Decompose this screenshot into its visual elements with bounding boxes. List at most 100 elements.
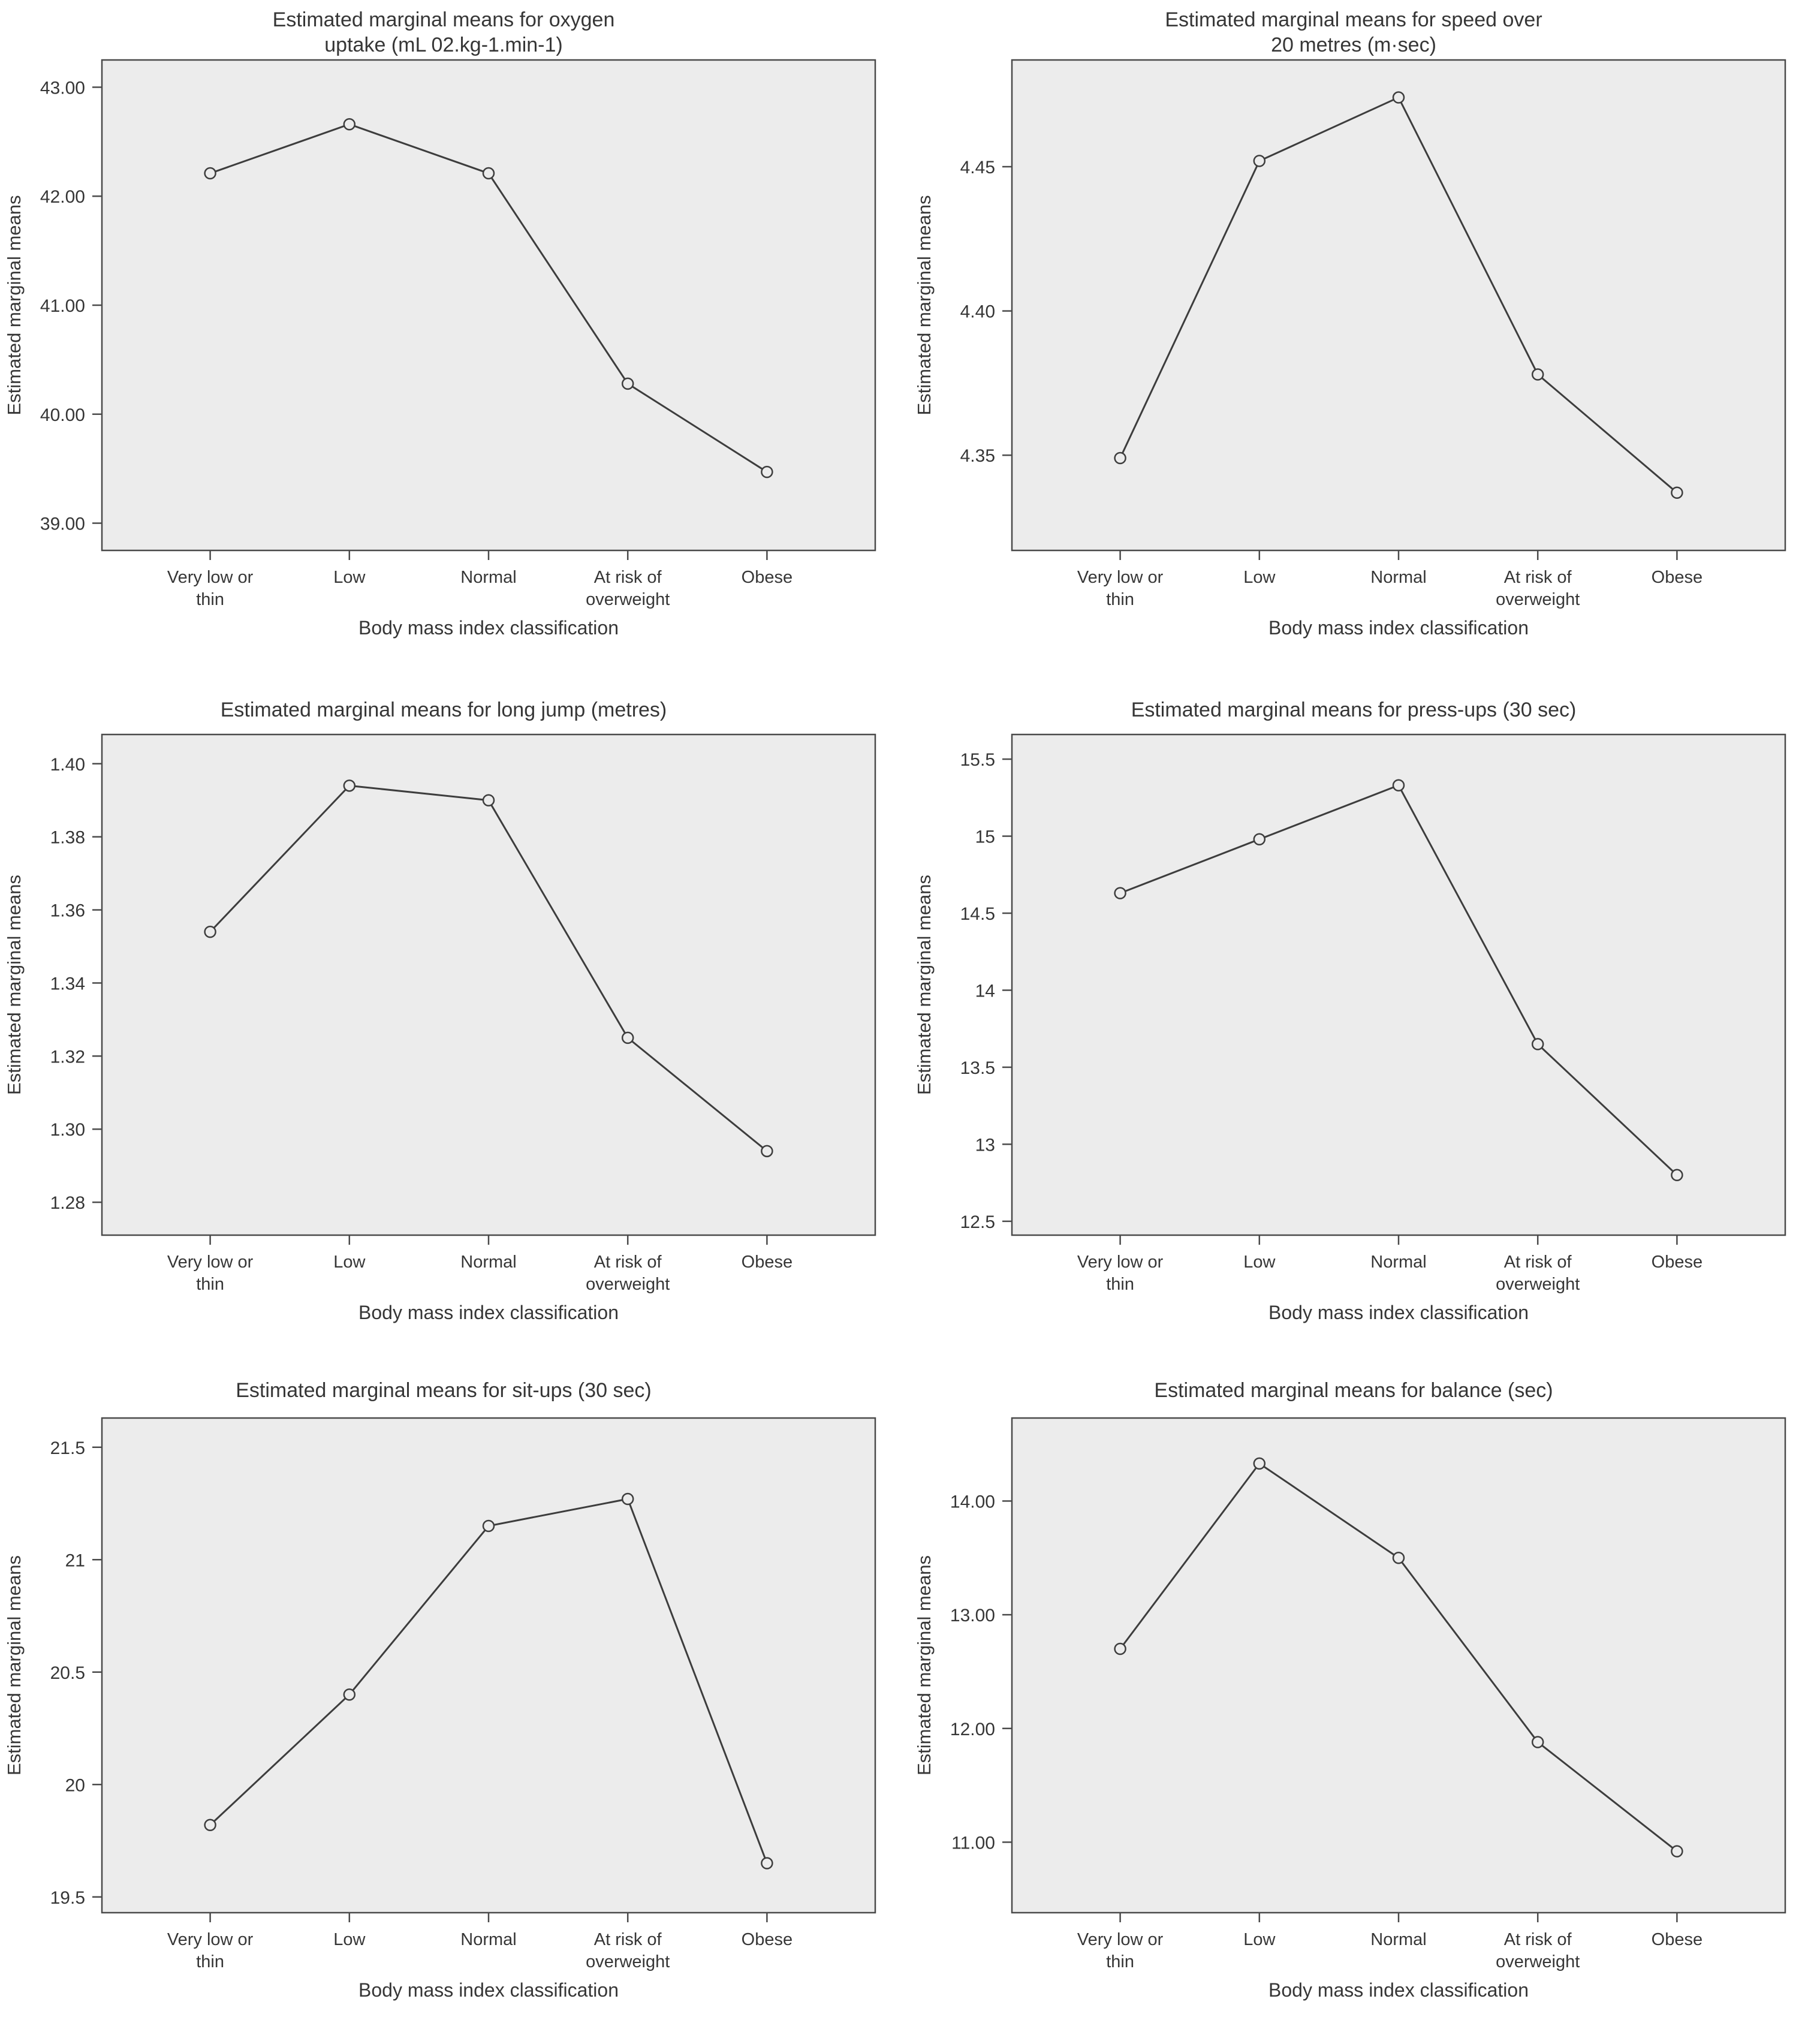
plot-area [101,1417,876,1914]
y-tick-label: 20.5 [50,1663,85,1683]
x-tick-label: Normal [1370,568,1426,587]
data-point-marker [1671,1169,1683,1182]
oxygen-uptake-svg: Estimated marginal means for oxygen uptak… [4,8,876,639]
y-tick-label: 14.00 [950,1492,995,1512]
y-tick-label: 12.00 [950,1720,995,1739]
plot-area [1011,59,1786,552]
y-tick-label: 11.00 [951,1833,995,1853]
y-tick-label: 14 [975,981,995,1001]
x-tick-label: thin [196,1952,224,1971]
plot-area [101,59,876,552]
y-tick-label: 39.00 [40,514,85,534]
chart-title-line: Estimated marginal means for oxygen [273,8,615,31]
x-tick-label: Very low or [167,1930,254,1949]
chart-title: Estimated marginal means for oxygen uptak… [273,8,615,56]
data-point-marker [1253,155,1266,167]
data-point-marker [204,167,216,180]
y-tick-label: 41.00 [40,296,85,316]
y-axis-label: Estimated marginal means [4,1555,25,1775]
chart-title: Estimated marginal means for long jump (… [221,699,667,721]
data-point-marker [1531,368,1544,381]
x-tick-label: overweight [586,1275,670,1294]
x-axis-label: Body mass index classification [358,1302,619,1323]
chart-title: Estimated marginal means for sit-ups (30… [236,1379,651,1402]
sit-ups-svg: Estimated marginal means for sit-ups (30… [4,1379,876,2001]
x-tick-label: Low [1243,1930,1276,1949]
chart-title-line: uptake (mL 02.kg-1.min-1) [324,34,562,56]
chart-title-line: Estimated marginal means for sit-ups (30… [236,1379,651,1402]
x-tick-label: Obese [742,1253,793,1272]
y-axis-label: Estimated marginal means [4,195,25,416]
data-point-marker [1531,1736,1544,1748]
chart-balance: Estimated marginal means for balance (se… [910,1343,1820,2023]
data-point-marker [1392,91,1405,104]
y-tick-label: 1.38 [50,828,85,848]
data-point-marker [761,465,773,478]
x-tick-label: Very low or [167,568,254,587]
y-tick-label: 15 [975,827,995,847]
press-ups-svg: Estimated marginal means for press-ups (… [914,699,1786,1323]
y-tick-label: 40.00 [40,405,85,425]
x-tick-label: Obese [1652,1253,1703,1272]
data-point-marker [1114,1642,1126,1655]
y-tick-label: 12.5 [960,1212,995,1232]
x-tick-label: Obese [1652,1930,1703,1949]
data-point-marker [1392,779,1405,792]
y-tick-label: 13.5 [960,1058,995,1078]
x-tick-label: At risk of [594,568,662,587]
y-tick-label: 13 [975,1135,995,1155]
chart-oxygen-uptake: Estimated marginal means for oxygen uptak… [0,0,910,660]
data-point-marker [343,118,356,131]
x-tick-label: Obese [742,1930,793,1949]
chart-title: Estimated marginal means for balance (se… [1154,1379,1553,1402]
long-jump-svg: Estimated marginal means for long jump (… [4,699,876,1323]
x-tick-label: At risk of [1504,568,1572,587]
data-point-marker [204,1819,216,1831]
chart-title-line: Estimated marginal means for speed over [1165,8,1542,31]
x-tick-label: Very low or [1077,1253,1164,1272]
x-tick-label: At risk of [1504,1930,1572,1949]
data-point-marker [1671,486,1683,499]
chart-title-line: Estimated marginal means for balance (se… [1154,1379,1553,1402]
x-tick-label: At risk of [594,1930,662,1949]
x-tick-label: overweight [586,590,670,609]
y-tick-label: 43.00 [40,78,85,98]
y-tick-label: 1.28 [50,1193,85,1213]
x-tick-label: Very low or [1077,568,1164,587]
data-point-marker [482,167,495,180]
data-point-marker [482,794,495,806]
data-point-marker [343,779,356,792]
y-tick-label: 42.00 [40,187,85,207]
y-axis-label: Estimated marginal means [914,875,935,1095]
x-tick-label: Normal [460,568,516,587]
chart-speed-20m: Estimated marginal means for speed over 2… [910,0,1820,660]
y-tick-label: 21.5 [50,1438,85,1458]
x-tick-label: Obese [742,568,793,587]
x-tick-label: Low [1243,1253,1276,1272]
x-tick-label: thin [196,1275,224,1294]
data-point-marker [621,377,634,390]
x-axis-label: Body mass index classification [358,1979,619,2001]
x-tick-label: At risk of [594,1253,662,1272]
y-axis-label: Estimated marginal means [914,195,935,416]
data-point-marker [1114,887,1126,899]
y-axis-label: Estimated marginal means [4,875,25,1095]
x-tick-label: Very low or [1077,1930,1164,1949]
y-tick-label: 1.32 [50,1047,85,1067]
x-tick-label: overweight [586,1952,670,1971]
y-axis-label: Estimated marginal means [914,1555,935,1775]
x-axis-label: Body mass index classification [358,617,619,639]
x-tick-label: overweight [1496,1275,1580,1294]
y-tick-label: 4.45 [960,158,995,177]
x-tick-label: Low [333,1253,366,1272]
y-tick-label: 1.36 [50,901,85,921]
data-point-marker [1253,833,1266,845]
chart-title: Estimated marginal means for press-ups (… [1131,699,1577,721]
data-point-marker [1253,1457,1266,1470]
speed-20m-svg: Estimated marginal means for speed over 2… [914,8,1786,639]
x-tick-label: overweight [1496,1952,1580,1971]
x-tick-label: thin [1106,590,1134,609]
x-tick-label: Normal [1370,1253,1426,1272]
balance-svg: Estimated marginal means for balance (se… [914,1379,1786,2001]
